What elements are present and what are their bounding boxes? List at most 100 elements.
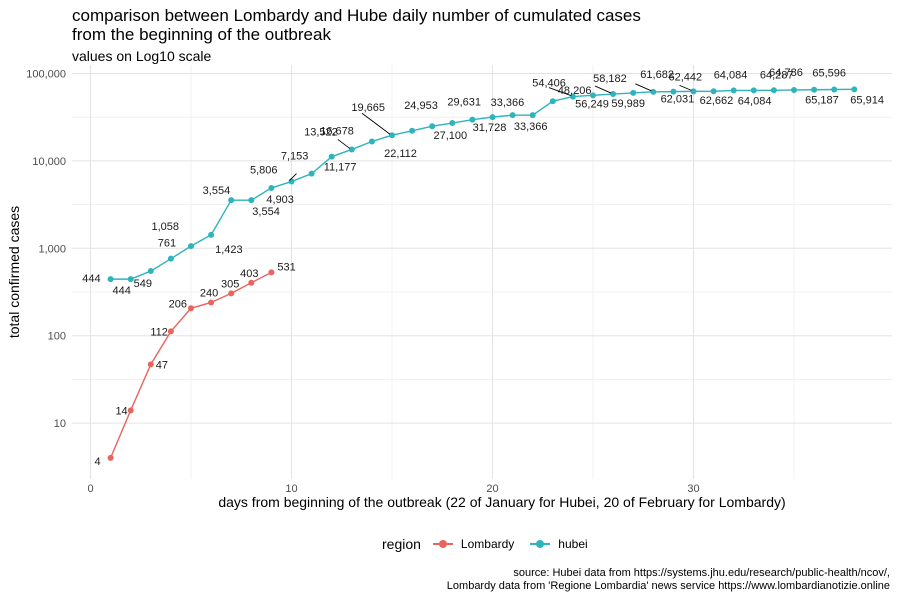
data-point-hubei (449, 120, 456, 127)
data-point-hubei (228, 197, 235, 204)
data-point-lombardy (188, 305, 194, 312)
data-point-hubei (710, 88, 717, 95)
data-label-hubei: 29,631 (447, 97, 481, 109)
legend-key-hubei (528, 537, 552, 551)
data-point-hubei (268, 184, 275, 191)
data-point-hubei (529, 112, 536, 119)
data-point-hubei (288, 178, 295, 185)
data-label-leader (679, 84, 692, 91)
data-label-hubei: 3,554 (252, 206, 280, 218)
data-point-hubei (127, 276, 134, 283)
x-tick-label: 20 (486, 483, 498, 495)
data-label-hubei: 64,084 (714, 69, 748, 81)
data-label-lombardy: 305 (221, 278, 239, 290)
data-point-lombardy (127, 407, 134, 414)
data-point-hubei (831, 86, 838, 93)
data-point-hubei (188, 243, 194, 250)
data-label-hubei: 31,728 (473, 122, 507, 134)
data-label-lombardy: 531 (277, 261, 295, 273)
data-label-hubei: 33,366 (514, 121, 548, 133)
data-point-hubei (167, 255, 174, 262)
data-label-hubei: 7,153 (281, 151, 309, 163)
chart-subtitle: values on Log10 scale (72, 48, 212, 64)
data-point-hubei (690, 88, 697, 95)
data-label-lombardy: 4 (94, 456, 100, 468)
data-point-hubei (107, 276, 114, 283)
data-label-leader (289, 173, 297, 181)
data-point-hubei (328, 153, 335, 160)
data-label-hubei: 3,554 (203, 185, 231, 197)
data-label-lombardy: 206 (169, 298, 187, 310)
x-axis-title: days from beginning of the outbreak (22 … (218, 494, 785, 510)
data-label-hubei: 54,406 (532, 78, 566, 90)
y-tick-label: 1,000 (38, 243, 66, 255)
source-caption: source: Hubei data from https://systems.… (447, 567, 890, 593)
data-point-hubei (650, 88, 657, 95)
grid (72, 65, 892, 479)
data-label-lombardy: 14 (115, 405, 127, 417)
data-label-hubei: 65,596 (812, 68, 846, 80)
data-point-lombardy (107, 454, 114, 461)
data-label-hubei: 62,662 (700, 95, 734, 107)
y-axis-title: total confirmed cases (6, 206, 22, 338)
data-point-lombardy (248, 279, 255, 286)
data-point-hubei (630, 89, 637, 96)
data-point-hubei (429, 123, 436, 130)
data-point-hubei (851, 86, 858, 93)
data-point-hubei (811, 86, 818, 93)
y-tick-label: 100,000 (26, 69, 66, 81)
data-label-hubei: 64,786 (769, 67, 803, 79)
y-tick-label: 100 (48, 331, 66, 343)
data-point-lombardy (208, 299, 215, 306)
data-point-lombardy (167, 328, 174, 335)
data-label-hubei: 549 (134, 278, 152, 290)
data-label-leader (361, 112, 391, 135)
legend-label-lombardy: Lombardy (460, 537, 515, 551)
data-point-hubei (750, 87, 757, 94)
chart-title: comparison between Lombardy and Hube dai… (72, 6, 641, 44)
y-tick-label: 10 (54, 418, 66, 430)
legend-item-lombardy: Lombardy (431, 537, 514, 551)
data-point-hubei (509, 112, 516, 119)
x-tick-label: 30 (687, 483, 699, 495)
data-point-lombardy (147, 361, 154, 368)
data-label-hubei: 64,287 (760, 69, 794, 81)
data-label-leader (337, 139, 351, 149)
data-label-hubei: 58,182 (593, 73, 627, 85)
data-point-hubei (791, 86, 797, 93)
data-label-hubei: 1,423 (215, 244, 243, 256)
data-point-hubei (389, 132, 395, 139)
data-label-hubei: 22,112 (384, 148, 417, 160)
legend-title: region (382, 536, 421, 552)
data-point-hubei (368, 138, 375, 145)
data-point-lombardy (228, 290, 235, 297)
y-tick-label: 10,000 (32, 156, 66, 168)
data-point-hubei (549, 98, 556, 105)
data-point-hubei (610, 91, 617, 98)
data-label-hubei: 56,249 (575, 98, 609, 110)
data-point-hubei (308, 170, 315, 177)
x-tick-label: 0 (87, 483, 93, 495)
data-label-hubei: 59,989 (611, 98, 645, 110)
data-label-hubei: 13,522 (304, 126, 338, 138)
data-label-hubei: 27,100 (433, 130, 467, 142)
data-label-leader (594, 85, 612, 94)
source-caption-line-1: source: Hubei data from https://systems.… (513, 567, 890, 579)
data-label-hubei: 33,366 (491, 97, 525, 109)
data-point-hubei (569, 93, 576, 100)
data-label-leader (635, 83, 652, 92)
data-label-leader (548, 87, 572, 97)
data-label-hubei: 761 (158, 238, 176, 250)
data-point-hubei (469, 116, 476, 123)
data-label-hubei: 19,665 (351, 102, 385, 114)
data-label-hubei: 62,031 (661, 94, 695, 106)
source-caption-line-2: Lombardy data from 'Regione Lombardia' n… (446, 580, 890, 592)
data-label-hubei: 4,903 (266, 194, 294, 206)
data-label-hubei: 16,678 (320, 125, 354, 137)
data-point-hubei (489, 114, 496, 121)
data-point-hubei (670, 88, 677, 95)
data-label-hubei: 5,806 (250, 165, 278, 177)
data-label-hubei: 444 (113, 285, 131, 297)
data-label-lombardy: 47 (156, 359, 168, 371)
